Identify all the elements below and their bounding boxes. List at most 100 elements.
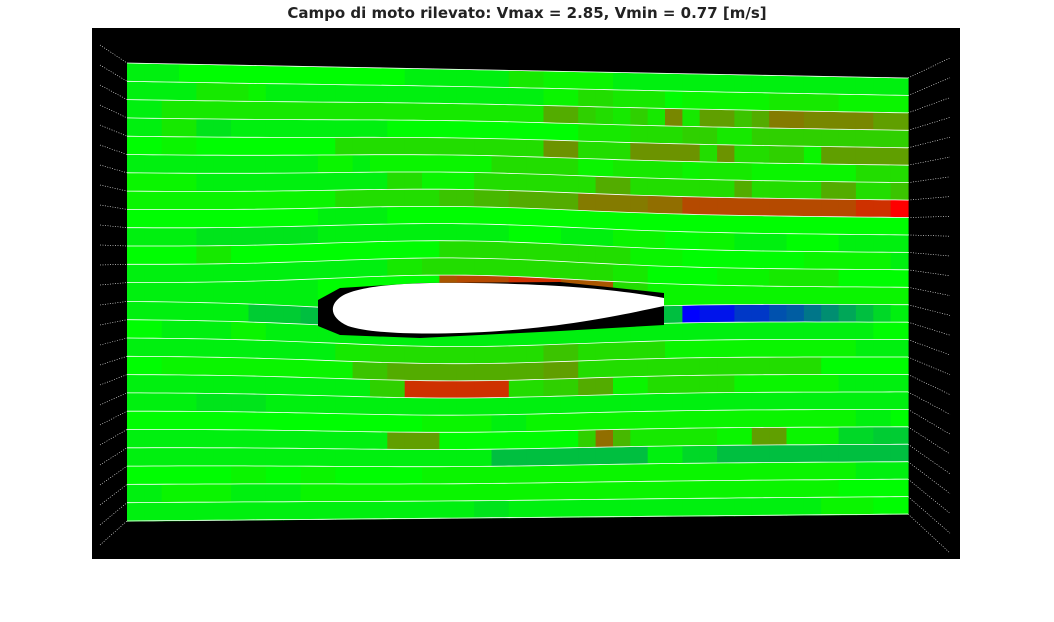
velocity-cell [855,392,874,411]
velocity-cell [613,176,631,196]
velocity-cell [526,225,545,244]
velocity-cell [161,374,180,394]
velocity-cell [248,411,267,431]
velocity-cell [560,395,579,414]
velocity-cell [665,196,683,215]
velocity-cell [248,358,267,377]
velocity-cell [751,445,770,464]
velocity-cell [717,250,735,269]
velocity-cell [717,109,735,128]
velocity-cell [161,63,180,83]
velocity-cell [248,262,267,282]
velocity-cell [838,269,857,288]
velocity-cell [613,376,631,396]
velocity-cell [422,397,440,416]
velocity-cell [578,262,597,282]
velocity-cell [665,393,683,412]
velocity-cell [370,85,388,104]
velocity-cell [144,429,163,449]
velocity-cell [300,412,319,432]
velocity-cell [248,304,267,324]
fan-line-left [99,337,128,346]
velocity-cell [352,172,371,191]
velocity-cell [213,82,232,102]
velocity-cell [630,247,649,267]
grid-line [127,223,909,236]
velocity-cell [179,320,197,340]
velocity-cell [821,269,840,288]
velocity-cell [855,217,874,236]
velocity-cell [734,322,753,341]
velocity-cell [213,302,232,322]
velocity-cell [647,428,666,447]
velocity-cell [161,264,180,284]
velocity-cell [613,107,631,126]
velocity-cell [335,119,354,138]
velocity-cell [838,164,857,183]
velocity-cell [265,65,284,85]
velocity-cell [387,466,406,485]
velocity-cell [647,375,666,395]
velocity-cell [179,374,197,394]
velocity-cell [665,463,683,482]
velocity-cell [630,125,649,144]
velocity-cell [751,145,770,164]
velocity-cell [491,70,510,89]
velocity-cell [283,119,302,138]
velocity-cell [699,339,718,359]
velocity-cell [665,480,683,500]
velocity-cell [786,444,805,463]
velocity-cell [213,321,232,341]
velocity-cell [734,427,753,446]
velocity-cell [613,246,631,266]
velocity-cell [370,484,388,502]
velocity-cell [595,464,614,483]
velocity-cell [439,206,458,225]
velocity-cell [786,93,805,112]
velocity-cell [890,252,909,271]
velocity-cell [734,462,753,481]
fan-line-left [99,465,128,486]
velocity-cell [890,444,909,463]
grid-line [126,478,909,485]
velocity-cell [317,342,336,362]
velocity-cell [439,86,458,105]
velocity-cell [370,154,388,173]
velocity-cell [560,71,579,90]
velocity-cell [127,484,145,504]
velocity-cell [560,123,579,142]
velocity-cell [474,483,493,502]
velocity-cell [283,66,302,85]
velocity-cell [300,243,319,263]
velocity-cell [682,108,701,128]
velocity-cell [508,242,527,261]
velocity-cell [751,462,770,481]
velocity-cell [838,322,857,341]
velocity-cell [231,501,250,521]
velocity-cell [335,84,354,103]
velocity-cell [352,449,371,468]
velocity-cell [196,173,215,192]
velocity-cell [248,322,267,342]
velocity-cell [873,357,892,376]
velocity-cell [179,173,197,192]
velocity-cell [873,129,892,149]
velocity-cell [717,144,735,164]
velocity-cell [890,304,909,323]
velocity-cell [508,156,527,175]
velocity-cell [890,461,909,480]
velocity-cell [873,374,892,393]
velocity-cell [855,496,874,516]
velocity-cell [526,413,545,432]
velocity-cell [543,139,562,159]
fan-line-right [907,496,951,534]
velocity-cell [751,409,770,429]
velocity-cell [734,197,753,217]
chart-title: Campo di moto rilevato: Vmax = 2.85, Vmi… [287,4,767,22]
velocity-cell [578,447,597,466]
velocity-cell [300,66,319,85]
velocity-cell [317,448,336,467]
velocity-cell [352,224,371,243]
velocity-cell [578,193,597,212]
velocity-cell [387,68,406,87]
